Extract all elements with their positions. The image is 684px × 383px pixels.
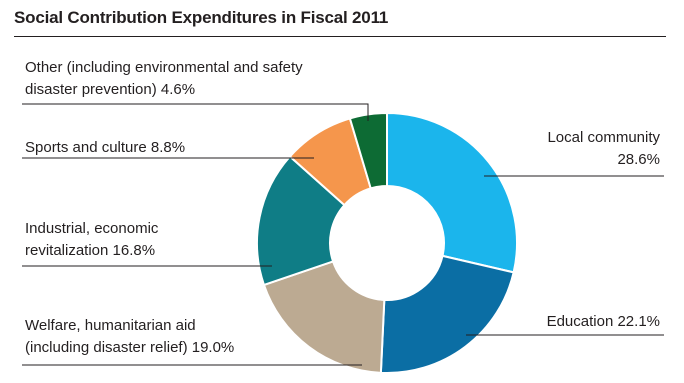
label-line: Industrial, economic [25, 220, 159, 237]
donut-slices [256, 111, 518, 374]
label-line: Education 22.1% [547, 313, 660, 330]
label-line: disaster prevention) 4.6% [25, 81, 195, 98]
label-welfare-humanitarian-aid-including-disaster-relief: Welfare, humanitarian aid (including disa… [25, 317, 234, 356]
label-line: (including disaster relief) 19.0% [25, 339, 234, 356]
label-sports-and-culture: Sports and culture 8.8% [25, 139, 185, 156]
slice-other-including-environmental-and-safety-disaster-prevention [348, 111, 388, 190]
label-line: Other (including environmental and safet… [25, 59, 303, 76]
slice-education [379, 254, 515, 374]
label-line: revitalization 16.8% [25, 242, 155, 259]
slice-labels: Local community 28.6% Education 22.1% Welfa… [25, 59, 660, 356]
slice-welfare-humanitarian-aid-including-disaster-relief [262, 260, 386, 374]
leader-line-other-including-environmental-and-safety-disaster-prevention [22, 103, 369, 121]
label-line: 28.6% [617, 151, 660, 168]
label-education: Education 22.1% [547, 313, 660, 330]
label-line: Sports and culture 8.8% [25, 139, 185, 156]
title-divider [14, 36, 666, 37]
label-line: Welfare, humanitarian aid [25, 317, 196, 334]
leader-lines [22, 103, 664, 366]
slice-local-community [386, 111, 518, 274]
label-industrial-economic-revitalization: Industrial, economic revitalization 16.8% [25, 220, 159, 259]
label-other-including-environmental-and-safety-disaster-prevention: Other (including environmental and safet… [25, 59, 303, 98]
slice-industrial-economic-revitalization [256, 155, 346, 287]
label-line: Local community [547, 129, 660, 146]
chart-title: Social Contribution Expenditures in Fisc… [14, 8, 389, 27]
label-local-community: Local community 28.6% [547, 129, 660, 168]
